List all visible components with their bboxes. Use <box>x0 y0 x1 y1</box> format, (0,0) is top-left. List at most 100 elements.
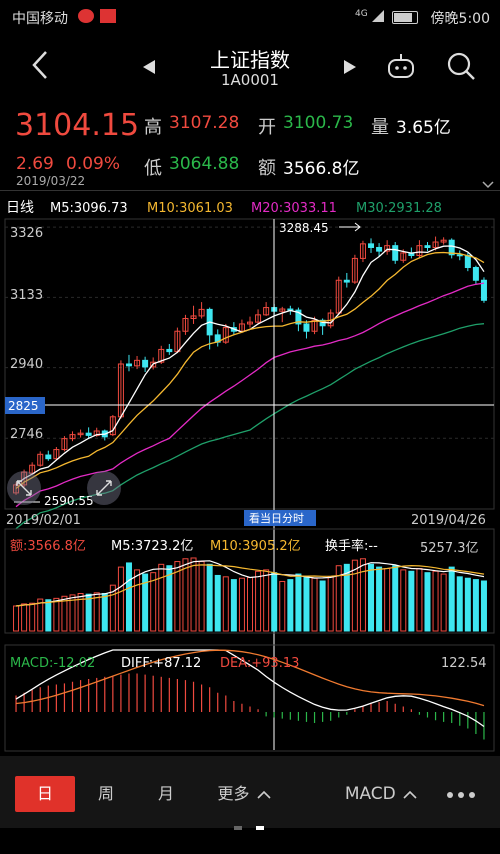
volume-bar <box>206 563 213 632</box>
status-bar: 中国移动 4G 傍晚5:00 <box>0 0 500 34</box>
volume-ma5-line <box>15 560 485 607</box>
candle-body <box>359 243 366 259</box>
search-icon[interactable] <box>447 52 477 86</box>
legend-m30: M30:2931.28 <box>356 201 442 216</box>
ma20-line <box>15 282 485 508</box>
volume-bar <box>21 603 28 632</box>
kline-chart[interactable]: 日线 M5:3096.73 M10:3061.03 M20:3033.11 M3… <box>0 190 500 755</box>
prev-stock-icon[interactable] <box>143 59 155 78</box>
candle-body <box>424 245 431 248</box>
candle-body <box>295 309 302 325</box>
candle-body <box>440 239 447 243</box>
candle-body <box>392 245 399 261</box>
min-price-marker: 2590.55 <box>44 494 94 508</box>
macd-max: 122.54 <box>441 656 487 671</box>
volume-bar <box>408 570 415 632</box>
battery-icon <box>392 11 418 24</box>
intraday-tag-label[interactable]: 看当日分时 <box>249 511 304 525</box>
candle-body <box>29 464 36 474</box>
candle-body <box>263 307 270 316</box>
volume-bar <box>319 580 326 632</box>
volume-bar <box>29 602 36 632</box>
network-icon: 4G <box>355 9 368 19</box>
zoom-in-button[interactable] <box>87 471 121 505</box>
candle-body <box>150 361 157 368</box>
price-tick-3: 2940 <box>10 357 43 372</box>
robot-icon[interactable] <box>386 52 416 84</box>
ma30-line <box>15 323 485 530</box>
volume-bar <box>327 576 334 632</box>
max-price-marker: 3288.45 <box>279 221 329 235</box>
volume-bar <box>222 576 229 632</box>
volume-bar <box>117 566 124 632</box>
price-tick-4: 2746 <box>10 427 43 442</box>
volume-bar <box>101 593 108 632</box>
zoom-out-button[interactable] <box>7 471 41 505</box>
page-indicator-dot <box>234 826 242 830</box>
tab-more[interactable]: 更多 <box>204 776 284 812</box>
volume-ma-lines <box>15 560 485 607</box>
volume-bar <box>109 584 116 632</box>
price-tick-2: 3133 <box>10 288 43 303</box>
candle-body <box>376 246 383 252</box>
candle-body <box>77 432 84 436</box>
candle-body <box>279 308 286 312</box>
volume-bar <box>190 557 197 632</box>
volume-bar <box>174 561 181 632</box>
volume-bar <box>464 577 471 632</box>
more-options-icon[interactable] <box>438 776 484 812</box>
page-title: 上证指数 <box>210 48 290 72</box>
tab-month[interactable]: 月 <box>157 784 174 803</box>
volume-bar <box>53 597 60 632</box>
volume-bar <box>13 605 20 632</box>
price-grid <box>5 226 494 439</box>
volume-bar <box>279 580 286 632</box>
candle-body <box>384 245 391 252</box>
chart-svg[interactable]: 日线 M5:3096.73 M10:3061.03 M20:3033.11 M3… <box>0 190 500 755</box>
volume-value: 3.65亿 <box>396 118 451 138</box>
candle-body <box>480 279 487 301</box>
macd-value: MACD:-12.02 <box>10 656 95 671</box>
price-change-pct: 0.09% <box>66 154 121 174</box>
tab-week[interactable]: 周 <box>97 784 114 803</box>
expand-chevron-icon[interactable] <box>482 174 494 193</box>
app-icon <box>78 9 94 23</box>
intraday-tag[interactable] <box>244 510 316 526</box>
ma10-line <box>15 251 485 490</box>
tab-day[interactable]: 日 <box>15 776 75 812</box>
volume-bar <box>295 573 302 632</box>
candle-body <box>198 308 205 317</box>
back-icon[interactable] <box>30 50 50 84</box>
macd-lines <box>15 649 485 728</box>
nav-bar: 上证指数 1A0001 <box>0 34 500 100</box>
volume-bar <box>456 576 463 632</box>
indicator-label: MACD <box>344 784 396 804</box>
turnover-rate: 换手率:-- <box>325 538 378 554</box>
volume-bar <box>134 569 141 632</box>
diff-line <box>15 649 485 728</box>
volume-m5: M5:3723.2亿 <box>111 539 193 554</box>
candle-body <box>238 323 245 332</box>
volume-bar <box>368 563 375 632</box>
amount-value: 3566.8亿 <box>283 159 360 179</box>
open-label: 开 <box>258 117 276 138</box>
indicator-select[interactable]: MACD <box>336 776 426 812</box>
volume-bar <box>287 579 294 632</box>
volume-bar <box>238 577 245 632</box>
volume-bar <box>45 599 52 632</box>
candle-body <box>400 252 407 261</box>
volume-bar <box>69 594 76 632</box>
candle-body <box>53 449 60 460</box>
quote-date: 2019/03/22 <box>16 174 86 188</box>
candle-body <box>190 315 197 319</box>
high-value: 3107.28 <box>169 113 240 133</box>
volume-bar <box>263 569 270 632</box>
volume-bar <box>230 579 237 632</box>
volume-bar <box>440 573 447 632</box>
candle-body <box>343 279 350 283</box>
volume-bar <box>182 558 189 632</box>
candle-body <box>166 348 173 353</box>
app-icon-2 <box>100 9 116 23</box>
dea-value: DEA:+93.13 <box>220 656 299 671</box>
next-stock-icon[interactable] <box>344 59 356 78</box>
